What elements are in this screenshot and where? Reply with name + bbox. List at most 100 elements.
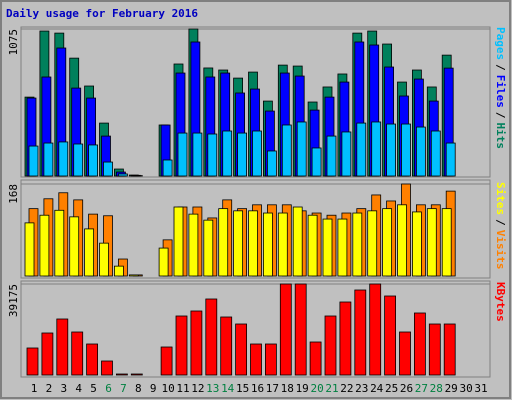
bar [252,130,262,177]
x-tick-label: 3 [60,382,67,395]
bar [371,121,382,177]
x-tick-label: 4 [75,382,82,395]
bar [116,373,128,376]
bar [162,159,173,177]
x-tick-label: 8 [135,382,142,395]
x-tick-label: 28 [430,382,443,395]
bar [43,142,54,177]
bar [207,133,218,177]
bar [277,212,288,277]
legend-entry: Files [494,75,507,108]
x-tick-label: 10 [161,382,174,395]
bar [339,301,352,376]
bar [69,216,80,277]
bar [326,135,337,177]
bar [128,274,139,277]
bar [73,143,84,177]
legend-entry: Visits [494,230,507,270]
bar [190,310,203,376]
bar [356,122,367,177]
bar [266,150,277,177]
x-tick-label: 26 [400,382,413,395]
x-tick-label: 14 [221,382,235,395]
bar [445,142,456,177]
bar [118,173,128,177]
bar [428,323,441,376]
bar [28,145,39,177]
x-tick-label: 27 [415,382,428,395]
bar [415,126,426,177]
chart-title: Daily usage for February 2016 [6,7,198,20]
legend-entry: KBytes [494,282,507,322]
bar [56,318,69,376]
x-tick-label: 23 [355,382,368,395]
bar [441,208,452,277]
legend-separator: / [494,219,507,226]
x-tick-label: 31 [474,382,487,395]
bar [262,212,273,277]
legend-separator: / [494,64,507,71]
y-tick-label: 1075 [7,29,20,56]
bar [130,373,143,376]
x-tick-label: 16 [251,382,264,395]
bar [307,214,318,277]
bar [296,121,307,177]
bar [352,212,363,277]
bar [177,132,188,177]
bar [430,130,441,177]
x-tick-label: 1 [31,382,38,395]
bar [411,211,422,277]
bar [248,210,258,277]
x-tick-label: 24 [370,382,384,395]
x-tick-label: 19 [296,382,309,395]
bar [26,347,39,376]
bar [311,147,322,177]
bar [250,343,262,376]
x-tick-label: 29 [445,382,458,395]
bar [322,218,333,277]
x-tick-label: 9 [150,382,157,395]
bar [84,228,94,277]
bar [103,161,113,177]
legend: Pages / Files / Hits [494,27,507,149]
bar [24,222,35,277]
bar [399,331,411,376]
bar [160,346,173,376]
x-tick-label: 5 [90,382,97,395]
bar [384,295,397,376]
x-tick-label: 18 [281,382,294,395]
x-tick-label: 15 [236,382,249,395]
bar [188,213,199,277]
legend-separator: / [494,112,507,119]
legend-entry: Pages [494,27,507,60]
x-tick-label: 22 [340,382,353,395]
bar [173,206,184,277]
bar [413,312,426,376]
x-tick-label: 25 [385,382,398,395]
x-tick-label: 6 [105,382,112,395]
x-tick-label: 20 [310,382,323,395]
bar [218,208,229,277]
legend-entry: Hits [494,123,507,150]
bar [397,204,407,277]
legend: KBytes [494,282,507,322]
x-tick-label: 21 [325,382,338,395]
bar [264,343,277,376]
bar [220,316,233,376]
bar [426,208,437,277]
bar [401,123,411,177]
bar [222,130,233,177]
y-tick-label: 39175 [7,284,20,317]
bar [71,331,84,376]
bar [114,265,124,277]
x-tick-label: 13 [206,382,219,395]
y-tick-label: 168 [7,184,20,204]
x-tick-label: 30 [459,382,472,395]
x-tick-label: 17 [266,382,279,395]
bar [279,283,292,376]
bar [158,247,169,277]
bar [175,315,188,376]
bar [341,131,352,177]
